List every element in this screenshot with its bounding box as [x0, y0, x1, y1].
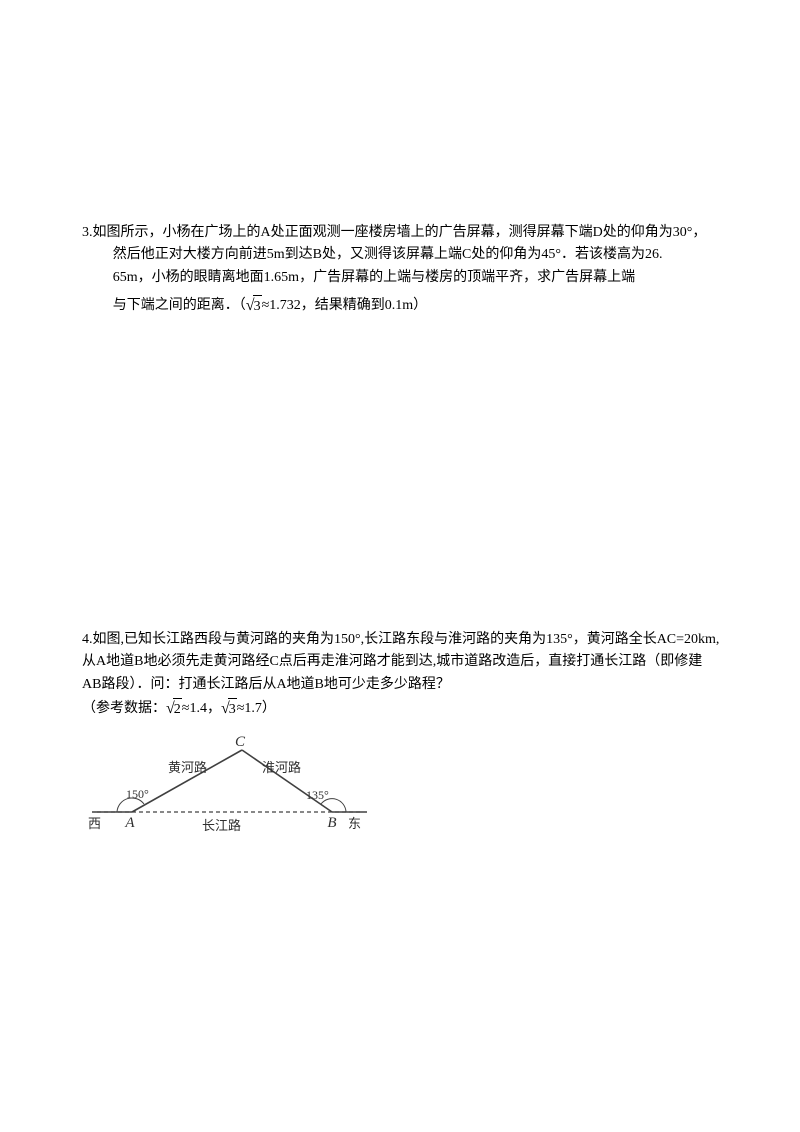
- sqrt-3: √3: [221, 696, 237, 722]
- problem-4-diagram: C A B 西 东 黄河路 淮河路 长江路 150° 135°: [82, 732, 720, 850]
- problem-4-text: 4.如图,已知长江路西段与黄河路的夹角为150°,长江路东段与淮河路的夹角为13…: [82, 629, 720, 696]
- text-part: 与下端之间的距离．（√3≈1.732，结果精确到0.1m）: [113, 293, 720, 319]
- angle-135: 135°: [306, 788, 329, 802]
- text-part: ≈1.732，结果精确到0.1m）: [262, 298, 428, 313]
- sqrt-3: √3: [246, 293, 262, 319]
- spacer: [82, 339, 720, 629]
- problem-number: 3.: [82, 225, 93, 240]
- problem-3-text: 3.如图所示，小杨在广场上的A处正面观测一座楼房墙上的广告屏幕，测得屏幕下端D处…: [113, 222, 720, 267]
- text-part: 如图所示，小杨在广场上的A处正面观测一座楼房墙上的广告屏幕，测得屏幕下端D处的仰…: [93, 225, 707, 262]
- page: 3.如图所示，小杨在广场上的A处正面观测一座楼房墙上的广告屏幕，测得屏幕下端D处…: [0, 0, 800, 850]
- text-part: 65m，小杨的眼睛离地面1.65m，广告屏幕的上端与楼房的顶端平齐，求广告屏幕上…: [113, 267, 720, 289]
- text-part: （参考数据：: [82, 701, 166, 716]
- label-a: A: [124, 815, 135, 831]
- label-east: 东: [348, 816, 361, 831]
- sqrt-2: √2: [166, 696, 182, 722]
- text-part: ≈1.4，: [182, 701, 221, 716]
- text-part: 如图,已知长江路西段与黄河路的夹角为150°,长江路东段与淮河路的夹角为135°…: [82, 632, 719, 692]
- text-part: ≈1.7）: [237, 701, 276, 716]
- label-west: 西: [88, 816, 101, 831]
- label-huaihe: 淮河路: [262, 760, 301, 775]
- label-changjiang: 长江路: [202, 818, 241, 833]
- angle-150: 150°: [126, 787, 149, 801]
- label-huanghe: 黄河路: [168, 760, 207, 775]
- problem-3: 3.如图所示，小杨在广场上的A处正面观测一座楼房墙上的广告屏幕，测得屏幕下端D处…: [82, 222, 720, 319]
- problem-number: 4.: [82, 632, 93, 647]
- label-c: C: [235, 734, 246, 750]
- road-diagram-svg: C A B 西 东 黄河路 淮河路 长江路 150° 135°: [82, 732, 382, 842]
- label-b: B: [327, 815, 336, 831]
- text-part: （参考数据：√2≈1.4，√3≈1.7）: [82, 696, 720, 722]
- problem-4: 4.如图,已知长江路西段与黄河路的夹角为150°,长江路东段与淮河路的夹角为13…: [82, 629, 720, 850]
- text-part: 与下端之间的距离．（: [113, 298, 246, 313]
